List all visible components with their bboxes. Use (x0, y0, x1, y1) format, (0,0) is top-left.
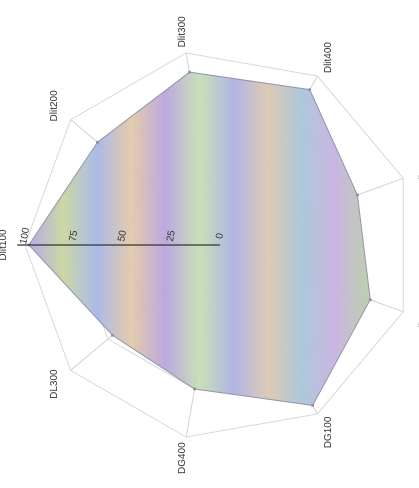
tick-label-100: 100 (18, 226, 32, 245)
data-point-dlit300 (188, 70, 192, 74)
axis-label-dlit100: Dlit100 (0, 229, 9, 261)
data-point-dlit600 (355, 193, 359, 197)
axis-label-dlit300: Dlit300 (177, 16, 188, 48)
tick-label-75: 75 (68, 229, 81, 242)
data-point-dlit700 (368, 298, 372, 302)
tick-labels: 0 25 50 75 100 (17, 226, 226, 246)
data-point-dg100 (311, 403, 315, 407)
axis-label-dlit400: Dlit400 (323, 42, 334, 74)
data-point-dl300 (110, 333, 114, 337)
axis-label-dg400: DG400 (177, 442, 188, 474)
tick-label-50: 50 (116, 229, 129, 242)
tick-label-0: 0 (214, 232, 226, 240)
tick-label-25: 25 (165, 229, 178, 242)
axis-label-dlit200: Dlit200 (49, 90, 60, 122)
series-area (28, 71, 371, 406)
data-point-dlit400 (308, 88, 312, 92)
axis-label-dl300: DL300 (49, 369, 60, 399)
grid-ring-4 (24, 52, 404, 438)
data-point-dlit200 (96, 140, 100, 144)
axis-label-dg100: DG100 (323, 416, 334, 448)
data-point-dg400 (193, 387, 197, 391)
data-area (27, 70, 372, 407)
